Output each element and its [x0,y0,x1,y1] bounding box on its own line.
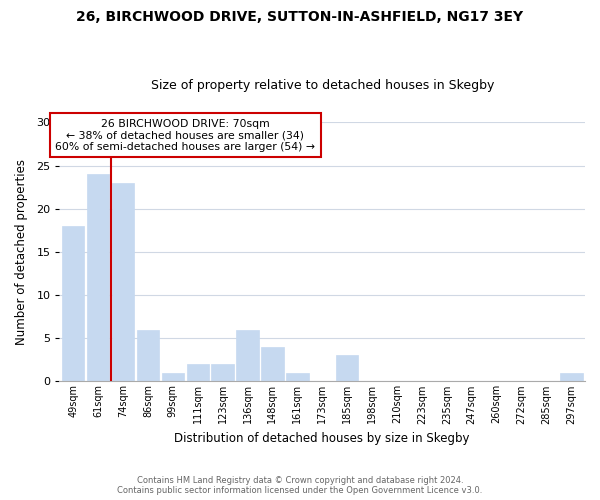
Text: Contains HM Land Registry data © Crown copyright and database right 2024.
Contai: Contains HM Land Registry data © Crown c… [118,476,482,495]
X-axis label: Distribution of detached houses by size in Skegby: Distribution of detached houses by size … [175,432,470,445]
Bar [560,373,583,382]
Y-axis label: Number of detached properties: Number of detached properties [15,159,28,345]
Bar [62,226,85,382]
Text: 26 BIRCHWOOD DRIVE: 70sqm
← 38% of detached houses are smaller (34)
60% of semi-: 26 BIRCHWOOD DRIVE: 70sqm ← 38% of detac… [55,118,315,152]
Bar [286,373,308,382]
Bar [211,364,234,382]
Text: 26, BIRCHWOOD DRIVE, SUTTON-IN-ASHFIELD, NG17 3EY: 26, BIRCHWOOD DRIVE, SUTTON-IN-ASHFIELD,… [76,10,524,24]
Bar [336,356,358,382]
Bar [187,364,209,382]
Bar [87,174,109,382]
Bar [236,330,259,382]
Bar [161,373,184,382]
Title: Size of property relative to detached houses in Skegby: Size of property relative to detached ho… [151,79,494,92]
Bar [137,330,159,382]
Bar [261,347,284,382]
Bar [112,183,134,382]
